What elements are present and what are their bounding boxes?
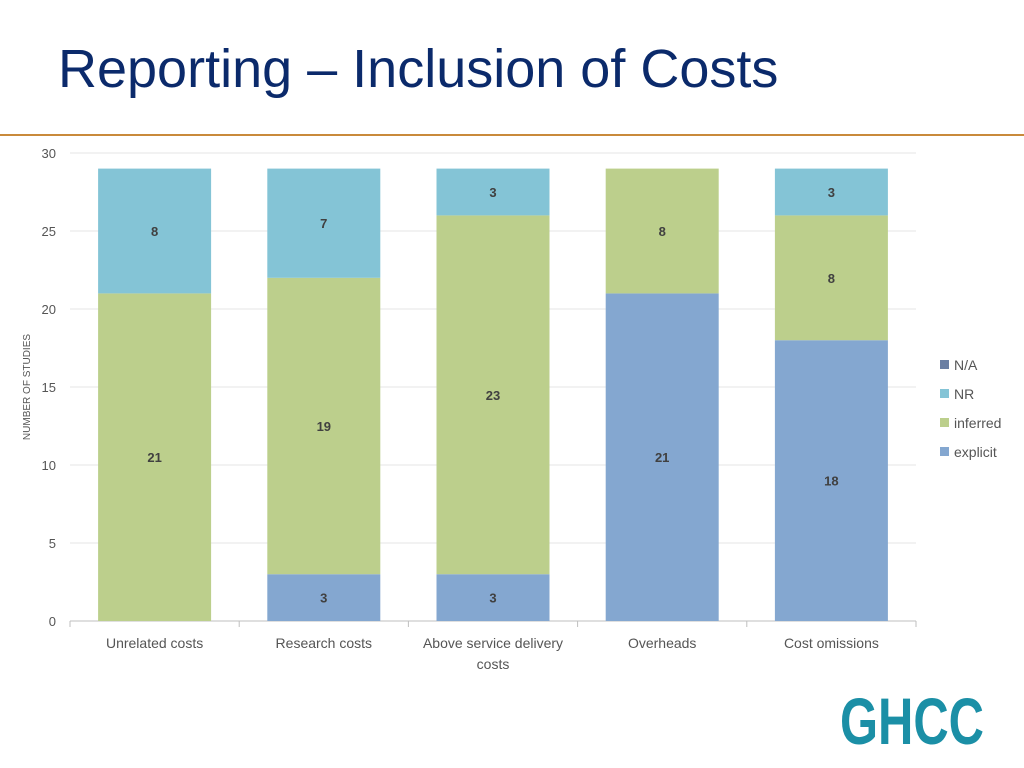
bar-inferred bbox=[774, 215, 888, 341]
data-label: 8 bbox=[659, 224, 666, 239]
bar-inferred bbox=[436, 215, 550, 575]
legend-label: NR bbox=[954, 386, 974, 402]
bar-inferred bbox=[267, 277, 381, 575]
y-tick-label: 15 bbox=[42, 380, 56, 395]
data-label: 3 bbox=[320, 591, 327, 606]
bar-nr bbox=[436, 168, 550, 216]
data-label: 18 bbox=[824, 474, 838, 489]
data-label: 19 bbox=[317, 419, 331, 434]
legend-swatch bbox=[940, 447, 949, 456]
y-axis-title: NUMBER OF STUDIES bbox=[22, 334, 33, 440]
bar-explicit bbox=[774, 340, 888, 621]
ghcc-logo: GHCC bbox=[840, 690, 984, 750]
category-label: Research costs bbox=[276, 635, 372, 651]
category-label: costs bbox=[477, 656, 510, 672]
y-tick-label: 20 bbox=[42, 302, 56, 317]
bar-explicit bbox=[436, 574, 550, 621]
logo-text: GHCC bbox=[840, 690, 984, 750]
bar-nr bbox=[267, 168, 381, 278]
legend-label: N/A bbox=[954, 357, 978, 373]
bar-nr bbox=[98, 168, 212, 294]
bar-nr bbox=[774, 168, 888, 216]
category-label: Above service delivery bbox=[423, 635, 563, 651]
data-label: 21 bbox=[147, 450, 161, 465]
category-label: Overheads bbox=[628, 635, 696, 651]
data-label: 23 bbox=[486, 388, 500, 403]
data-label: 8 bbox=[151, 224, 158, 239]
legend-swatch bbox=[940, 389, 949, 398]
y-tick-label: 5 bbox=[49, 536, 56, 551]
data-label: 3 bbox=[828, 185, 835, 200]
bar-inferred bbox=[98, 293, 212, 621]
legend-swatch bbox=[940, 418, 949, 427]
data-label: 3 bbox=[489, 185, 496, 200]
stacked-bar-chart: 0 5 10 15 20 25 30 NUMBER OF STUDIES 21 8 Unrelate… bbox=[22, 146, 1001, 672]
legend-label: explicit bbox=[954, 444, 997, 460]
data-label: 3 bbox=[489, 591, 496, 606]
title-divider bbox=[0, 134, 1024, 136]
bar-explicit bbox=[605, 293, 719, 621]
legend-swatch bbox=[940, 360, 949, 369]
y-tick-label: 0 bbox=[49, 614, 56, 629]
y-tick-label: 25 bbox=[42, 224, 56, 239]
legend-label: inferred bbox=[954, 415, 1001, 431]
category-label: Cost omissions bbox=[784, 635, 879, 651]
category-label: Unrelated costs bbox=[106, 635, 203, 651]
bar-inferred bbox=[605, 168, 719, 294]
y-tick-label: 10 bbox=[42, 458, 56, 473]
slide-title: Reporting – Inclusion of Costs bbox=[58, 39, 779, 99]
bar-explicit bbox=[267, 574, 381, 621]
data-label: 21 bbox=[655, 450, 669, 465]
y-tick-label: 30 bbox=[42, 146, 56, 161]
data-label: 8 bbox=[828, 271, 835, 286]
data-label: 7 bbox=[320, 216, 327, 231]
